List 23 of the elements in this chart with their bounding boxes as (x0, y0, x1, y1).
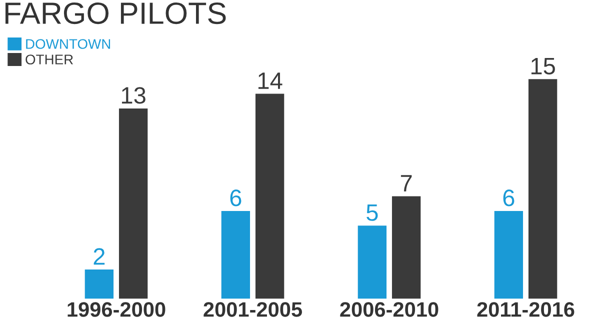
bar (118, 108, 148, 299)
data-label: 14 (258, 72, 282, 89)
bar (392, 196, 421, 299)
x-tick-label: 2011-2016 (477, 302, 574, 317)
bar (255, 94, 284, 299)
data-label: 7 (400, 175, 412, 192)
bar (358, 226, 387, 299)
x-tick-label: 2001-2005 (204, 302, 302, 317)
data-label: 5 (366, 204, 378, 221)
legend-label: OTHER (26, 54, 73, 64)
bar (84, 270, 114, 299)
data-label: 2 (94, 248, 105, 265)
legend-label: DOWNTOWN (26, 39, 110, 49)
data-label: 6 (503, 190, 514, 206)
data-label: 13 (122, 87, 146, 104)
chart-title: FARGO PILOTS (6, 2, 226, 24)
bar (221, 210, 250, 299)
data-label: 15 (531, 58, 555, 74)
bar (494, 210, 524, 299)
data-label: 6 (230, 190, 242, 206)
x-tick-label: 1996-2000 (68, 302, 166, 317)
bar (528, 79, 558, 299)
x-tick-label: 2006-2010 (340, 302, 438, 317)
